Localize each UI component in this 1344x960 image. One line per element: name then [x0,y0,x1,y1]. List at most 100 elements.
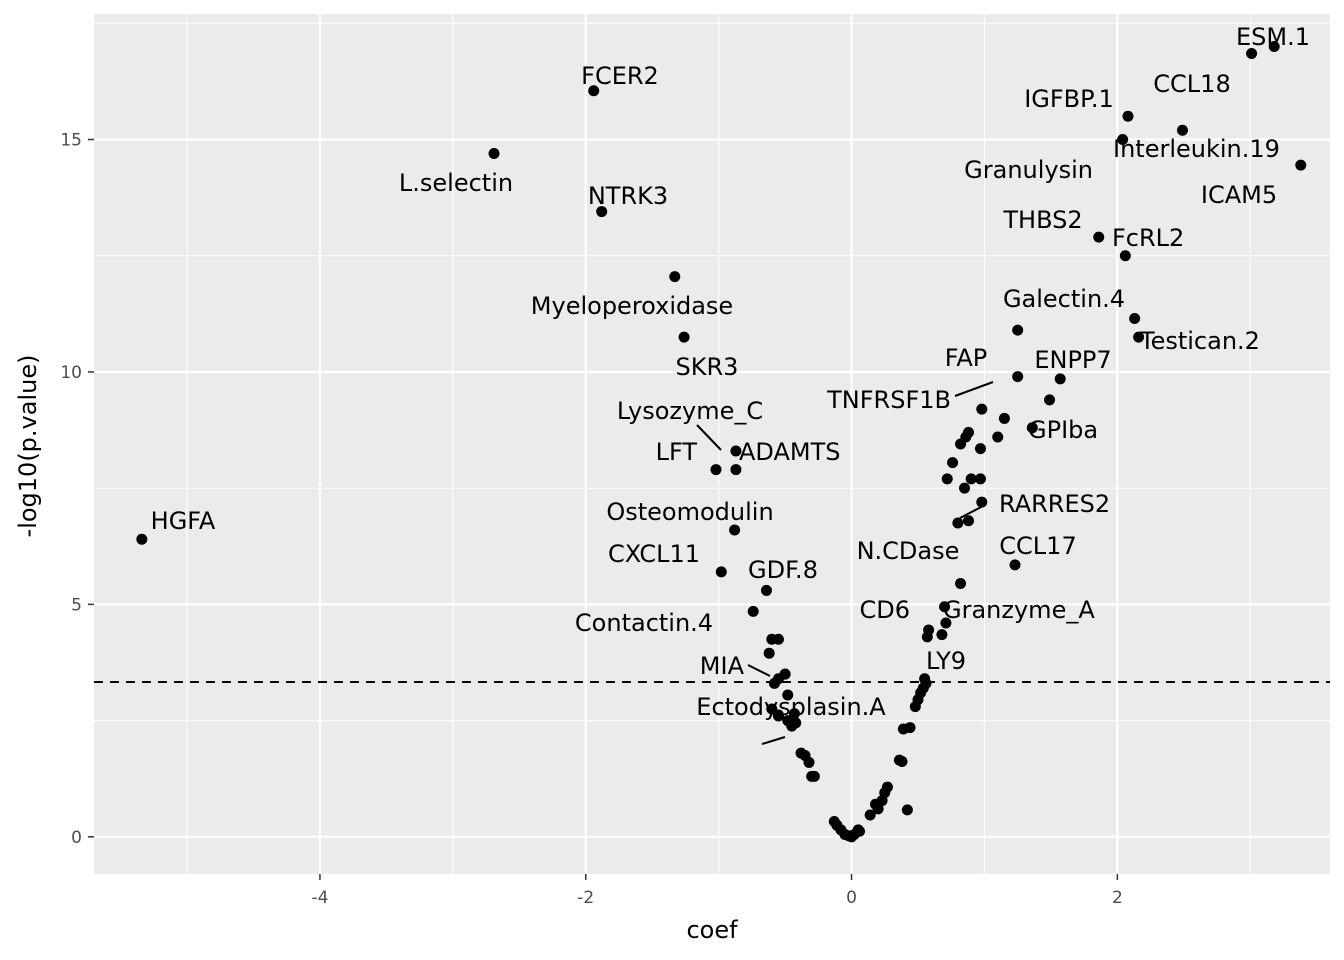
data-point [795,747,807,759]
data-point [779,668,791,680]
data-points [136,41,1307,843]
leader-line [959,504,986,519]
point-label: Granulysin [964,156,1093,184]
data-point [923,624,935,636]
y-tick-label: 15 [60,131,82,151]
point-label: Galectin.4 [1003,285,1125,313]
data-point [959,482,971,494]
leader-line [747,664,771,677]
y-tick-label: 5 [71,595,82,615]
data-point [730,445,742,457]
data-point [904,722,916,734]
point-label: L.selectin [399,169,513,197]
data-point [760,584,772,596]
y-tick-label: 0 [71,828,82,848]
data-point [747,605,759,617]
point-label: Contactin.4 [575,609,713,637]
x-tick-label: -2 [577,888,594,908]
data-point [782,689,794,701]
point-label: CD6 [859,596,910,624]
data-point [782,715,794,727]
data-point [1054,373,1066,385]
point-label: Testican.2 [1139,327,1260,355]
data-point [788,708,800,720]
data-point [955,577,967,589]
data-point [939,601,951,613]
data-point [998,412,1010,424]
point-label: FCER2 [581,62,659,90]
data-point [1176,124,1188,136]
y-axis-title: -log10(p.value) [14,355,42,538]
label-leader-lines [696,381,994,745]
data-point [678,331,690,343]
point-label: LFT [656,438,698,466]
data-point [136,533,148,545]
point-label: ENPP7 [1034,346,1111,374]
point-label: MIA [700,652,745,680]
data-point [941,473,953,485]
data-point [963,426,975,438]
data-point [1133,331,1145,343]
data-point [669,271,681,283]
point-label: ICAM5 [1201,181,1277,209]
point-label: GDF.8 [748,556,818,584]
leader-line [696,424,722,451]
data-point [1246,48,1258,60]
data-point [952,517,964,529]
data-point [1129,312,1141,324]
data-point [1119,250,1131,262]
point-label: IGFBP.1 [1024,85,1114,113]
point-label: CCL18 [1153,70,1230,98]
data-point [729,524,741,536]
data-point [1044,394,1056,406]
data-point [772,633,784,645]
x-tick-label: 2 [1112,888,1123,908]
data-point [588,85,600,97]
axis-ticks: -4 -2 0 2 0 5 10 15 [60,131,1122,908]
point-label: Osteomodulin [606,498,773,526]
point-label: FcRL2 [1112,224,1184,252]
data-point [896,756,908,768]
data-point [901,804,913,816]
data-point [947,457,959,469]
data-point [940,617,952,629]
point-label: THBS2 [1002,206,1082,234]
data-point [974,443,986,455]
point-label: Myeloperoxidase [531,292,733,320]
data-point [768,677,780,689]
point-label: CCL17 [999,532,1076,560]
data-point [1009,559,1021,571]
data-point [965,473,977,485]
data-point [1026,422,1038,434]
point-label: Ectodysplasin.A [696,693,886,721]
x-axis-title: coef [686,916,738,944]
data-point [710,464,722,476]
point-label: ESM.1 [1236,23,1310,51]
y-tick-label: 10 [60,363,82,383]
data-point [1012,324,1024,336]
data-point [715,566,727,578]
data-point [763,647,775,659]
data-point [881,781,893,793]
point-label: SKR3 [676,353,739,381]
point-label: NTRK3 [588,182,668,210]
point-label: HGFA [151,507,216,535]
point-label: RARRES2 [999,490,1110,518]
data-point [1268,41,1280,53]
point-label: N.CDase [857,537,960,565]
data-point [1012,371,1024,383]
data-point [488,147,500,159]
point-label: TNFRSF1B [826,386,951,414]
point-label: Interleukin.19 [1113,135,1280,163]
data-point [806,770,818,782]
data-point [936,629,948,641]
point-label: Lysozyme_C [617,397,763,425]
point-label: ADAMTS [739,438,841,466]
data-point [1122,110,1134,122]
data-point [1117,134,1129,146]
point-label: LY9 [926,647,966,675]
data-point [1295,159,1307,171]
data-point [730,464,742,476]
